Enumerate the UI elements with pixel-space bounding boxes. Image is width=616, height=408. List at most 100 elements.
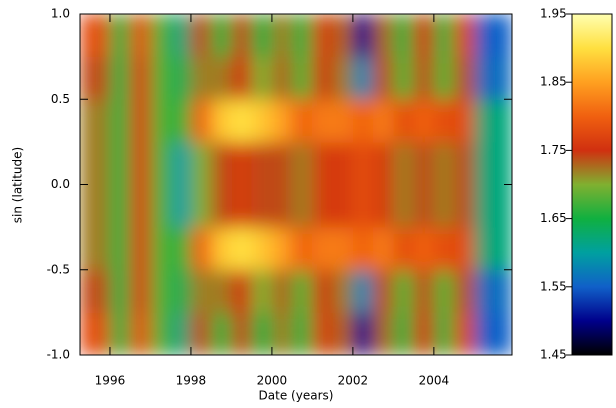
heat-cell	[373, 269, 394, 313]
heat-cell	[231, 14, 253, 58]
heat-cell	[292, 56, 313, 100]
heat-cell	[80, 227, 111, 271]
heat-cell	[211, 141, 232, 185]
heat-cell	[393, 99, 415, 143]
heat-cell	[231, 269, 253, 313]
heat-cell	[251, 269, 273, 313]
heat-cell	[332, 184, 354, 228]
heat-cell	[190, 227, 212, 271]
heat-cell	[292, 99, 313, 143]
heat-cell	[109, 99, 131, 143]
heat-cell	[190, 56, 212, 100]
heat-cell	[312, 269, 334, 313]
heat-cell	[190, 14, 212, 58]
heat-cell	[312, 141, 334, 185]
heat-cell	[271, 99, 293, 143]
heat-cell	[109, 227, 131, 271]
heat-cell	[150, 184, 172, 228]
heat-cell	[251, 14, 273, 58]
heat-cell	[150, 312, 172, 355]
colorbar-tick-label: 1.95	[540, 7, 567, 21]
heat-cell	[352, 227, 374, 271]
heat-cell	[332, 99, 354, 143]
heat-cell	[332, 312, 354, 355]
heat-cell	[150, 14, 172, 58]
heat-cell	[373, 312, 394, 355]
heat-cell	[109, 141, 131, 185]
heat-cell	[150, 141, 172, 185]
heat-cell	[80, 184, 111, 228]
heat-cell	[352, 312, 374, 355]
colorbar-tick-label: 1.75	[540, 143, 567, 157]
y-axis-label: sin (latitude)	[11, 147, 25, 223]
heat-cell	[474, 99, 512, 143]
heat-cell	[271, 141, 293, 185]
heat-cell	[271, 56, 293, 100]
heat-cell	[393, 312, 415, 355]
heat-cell	[211, 14, 232, 58]
heat-cell	[109, 14, 131, 58]
heat-cell	[474, 14, 512, 58]
heat-cell	[170, 141, 192, 185]
heat-cell	[373, 227, 394, 271]
heat-cell	[211, 227, 232, 271]
heat-cell	[170, 184, 192, 228]
x-axis-label: Date (years)	[259, 389, 334, 403]
heat-cell	[271, 312, 293, 355]
heat-cell	[292, 312, 313, 355]
heat-cell	[413, 184, 435, 228]
heat-cell	[292, 14, 313, 58]
heat-cell	[433, 14, 455, 58]
heat-cell	[373, 14, 394, 58]
heat-cell	[251, 99, 273, 143]
heat-cell	[80, 141, 111, 185]
y-tick-label: 1.0	[51, 7, 70, 21]
heat-cell	[393, 14, 415, 58]
heat-cell	[130, 312, 151, 355]
heat-cell	[433, 269, 455, 313]
heat-cell	[190, 184, 212, 228]
heat-cell	[231, 56, 253, 100]
heat-cell	[474, 312, 512, 355]
heat-cell	[150, 56, 172, 100]
heat-cell	[454, 14, 475, 58]
heat-cell	[109, 184, 131, 228]
heat-cell	[454, 227, 475, 271]
heat-cell	[413, 269, 435, 313]
heat-cell	[454, 184, 475, 228]
heat-cell	[454, 312, 475, 355]
heat-cell	[474, 184, 512, 228]
heat-cell	[170, 227, 192, 271]
heat-cell	[474, 141, 512, 185]
heat-cell	[251, 312, 273, 355]
heat-cell	[312, 99, 334, 143]
heat-cell	[80, 269, 111, 313]
heat-cell	[393, 56, 415, 100]
heat-cell	[454, 56, 475, 100]
heat-cell	[231, 227, 253, 271]
heat-cell	[413, 99, 435, 143]
heat-cell	[292, 184, 313, 228]
heat-cell	[190, 269, 212, 313]
heat-cell	[231, 184, 253, 228]
heat-cell	[211, 269, 232, 313]
heat-cell	[454, 141, 475, 185]
heat-cell	[332, 269, 354, 313]
heat-cell	[251, 56, 273, 100]
heat-cell	[413, 14, 435, 58]
heat-cell	[211, 99, 232, 143]
x-tick-label: 2002	[338, 374, 369, 388]
heat-cell	[130, 141, 151, 185]
heat-cell	[271, 184, 293, 228]
heat-cell	[393, 184, 415, 228]
heat-cell	[150, 99, 172, 143]
heat-cell	[109, 56, 131, 100]
heat-cell	[211, 184, 232, 228]
heat-cell	[373, 184, 394, 228]
x-tick-label: 2004	[419, 374, 450, 388]
heat-cell	[433, 56, 455, 100]
heat-cell	[150, 269, 172, 313]
heat-cell	[393, 269, 415, 313]
heat-cell	[373, 56, 394, 100]
